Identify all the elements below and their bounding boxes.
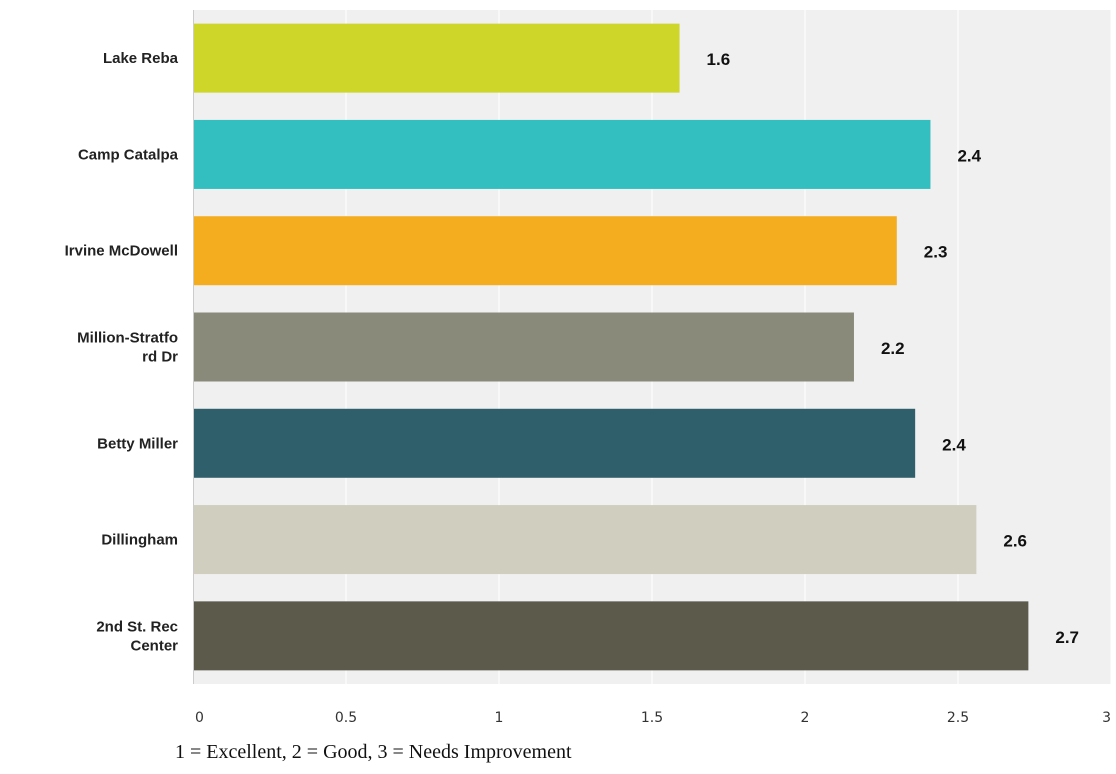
bar: [194, 216, 897, 286]
x-tick-label: 2: [801, 710, 810, 726]
value-label: 2.2: [881, 339, 905, 358]
bar: [194, 312, 854, 382]
value-label: 2.4: [957, 146, 981, 165]
bar: [194, 23, 680, 93]
category-label: Center: [130, 637, 178, 654]
value-label: 2.4: [942, 435, 966, 454]
bar: [194, 601, 1029, 671]
chart-svg: 1.6 Lake Reba 2.4 Camp Catalpa 2.3 Irvine McD…: [65, 10, 1112, 726]
x-tick-label: 3: [1102, 710, 1111, 726]
category-label: Irvine McDowell: [65, 243, 178, 260]
value-label: 1.6: [707, 50, 731, 69]
bar: [194, 505, 977, 575]
x-tick-label: 0: [195, 710, 204, 726]
value-label: 2.3: [924, 243, 948, 262]
category-label: Lake Reba: [103, 50, 179, 67]
rating-scale-footnote: 1 = Excellent, 2 = Good, 3 = Needs Impro…: [175, 741, 572, 763]
value-label: 2.6: [1003, 532, 1027, 551]
bar: [194, 408, 916, 478]
category-label: Betty Miller: [97, 435, 178, 452]
category-label: 2nd St. Rec: [96, 618, 178, 635]
category-label: rd Dr: [142, 349, 178, 366]
category-label: Dillingham: [101, 532, 178, 549]
bar: [194, 119, 931, 189]
category-label: Camp Catalpa: [78, 146, 179, 163]
value-label: 2.7: [1055, 628, 1079, 647]
x-tick-label: 1: [495, 710, 504, 726]
x-tick-label: 2.5: [947, 710, 969, 726]
category-label: Million-Stratfo: [77, 330, 178, 347]
x-tick-label: 0.5: [335, 710, 357, 726]
x-tick-label: 1.5: [641, 710, 663, 726]
